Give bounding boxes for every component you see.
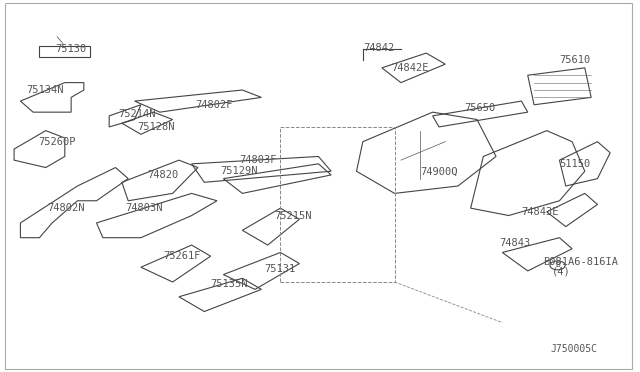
Text: 75215N: 75215N <box>274 211 312 221</box>
Text: 74843: 74843 <box>499 238 531 248</box>
Text: 74842: 74842 <box>363 42 394 52</box>
Text: 75131: 75131 <box>264 264 296 274</box>
Text: 75134N: 75134N <box>27 85 64 95</box>
Text: 74900Q: 74900Q <box>420 166 458 176</box>
Text: 75135N: 75135N <box>211 279 248 289</box>
Text: 74802N: 74802N <box>47 203 84 213</box>
Text: 74803N: 74803N <box>125 203 163 213</box>
Text: 74843E: 74843E <box>522 207 559 217</box>
Text: 75128N: 75128N <box>138 122 175 132</box>
Text: 75261F: 75261F <box>163 251 200 261</box>
Text: 74803F: 74803F <box>239 155 276 165</box>
Text: 74802F: 74802F <box>195 100 232 110</box>
Text: 75260P: 75260P <box>38 137 76 147</box>
Text: 74842E: 74842E <box>392 63 429 73</box>
Text: (4): (4) <box>552 267 571 277</box>
Text: 75130: 75130 <box>55 44 86 54</box>
Text: 75129N: 75129N <box>220 166 258 176</box>
Text: B: B <box>555 262 560 268</box>
Text: 74820: 74820 <box>147 170 179 180</box>
Text: J750005C: J750005C <box>550 344 598 354</box>
Bar <box>280 127 394 282</box>
Text: 51150: 51150 <box>559 159 591 169</box>
Text: 75214N: 75214N <box>118 109 156 119</box>
Text: 75650: 75650 <box>464 103 495 113</box>
Text: 75610: 75610 <box>559 55 591 65</box>
Text: B081A6-816IA: B081A6-816IA <box>543 257 619 267</box>
